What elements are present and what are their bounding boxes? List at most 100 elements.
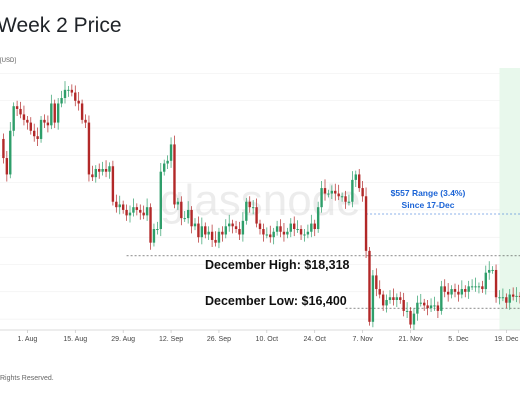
candle-body bbox=[166, 160, 169, 164]
candle-body bbox=[50, 103, 53, 126]
candle-body bbox=[36, 136, 39, 139]
candle-body bbox=[453, 289, 457, 292]
candle-body bbox=[310, 223, 313, 232]
candle-body bbox=[39, 119, 43, 139]
candle-body bbox=[2, 138, 5, 159]
candle-body bbox=[9, 130, 12, 175]
candle-body bbox=[224, 226, 227, 235]
candle-body bbox=[385, 299, 388, 306]
candle-body bbox=[248, 201, 251, 208]
candle-body bbox=[104, 168, 108, 172]
candle-body bbox=[46, 122, 50, 126]
candle-body bbox=[231, 223, 234, 227]
x-tick-label: 26. Sep bbox=[207, 336, 231, 343]
candle-body bbox=[29, 122, 32, 131]
range-note-line-1: $557 Range (3.4%) bbox=[391, 188, 466, 198]
x-tick-label: 21. Nov bbox=[398, 336, 423, 343]
candle-body bbox=[210, 231, 214, 240]
candle-body bbox=[467, 286, 470, 292]
candle-body bbox=[327, 193, 330, 195]
candle-body bbox=[214, 239, 217, 243]
candle-body bbox=[98, 168, 101, 172]
candle-body bbox=[115, 201, 118, 208]
candle-body bbox=[399, 297, 402, 300]
candle-body bbox=[279, 226, 282, 232]
candle-body bbox=[5, 158, 9, 175]
candle-body bbox=[289, 223, 292, 232]
y-unit-label: [USD] bbox=[0, 58, 17, 64]
x-tick-label: 1. Aug bbox=[17, 336, 37, 343]
candle-body bbox=[330, 190, 334, 194]
candle-body bbox=[361, 188, 364, 197]
candle-body bbox=[139, 209, 142, 213]
candle-body bbox=[67, 89, 70, 91]
candle-body bbox=[446, 291, 450, 295]
candle-body bbox=[142, 212, 145, 216]
candle-body bbox=[221, 231, 224, 235]
candle-body bbox=[169, 144, 173, 161]
candle-body bbox=[77, 100, 80, 104]
candle-body bbox=[207, 231, 210, 235]
candle-body bbox=[351, 179, 354, 202]
candle-body bbox=[193, 223, 197, 227]
candle-body bbox=[505, 297, 508, 303]
candle-body bbox=[238, 229, 241, 235]
candle-body bbox=[255, 207, 258, 224]
candle-body bbox=[33, 130, 36, 137]
candle-body bbox=[200, 226, 204, 238]
candle-body bbox=[197, 223, 200, 238]
candle-body bbox=[337, 193, 340, 197]
candle-body bbox=[186, 209, 190, 219]
candle-body bbox=[282, 231, 286, 235]
chart-title: Week 2 Price bbox=[0, 14, 122, 37]
candle-body bbox=[334, 190, 337, 194]
candle-body bbox=[423, 302, 426, 306]
candle-body bbox=[87, 122, 91, 175]
candle-body bbox=[347, 201, 351, 203]
candle-body bbox=[364, 196, 368, 251]
candle-body bbox=[132, 207, 135, 213]
candle-body bbox=[484, 272, 487, 290]
candle-body bbox=[344, 196, 347, 202]
candle-body bbox=[426, 305, 429, 309]
candle-body bbox=[395, 297, 399, 300]
candle-body bbox=[491, 269, 494, 271]
candle-body bbox=[43, 119, 46, 123]
candle-body bbox=[159, 171, 162, 230]
candle-body bbox=[60, 98, 63, 104]
candles bbox=[2, 81, 520, 330]
candle-body bbox=[269, 234, 272, 238]
x-tick-label: 7. Nov bbox=[353, 336, 374, 343]
candle-body bbox=[436, 305, 440, 311]
candle-body bbox=[217, 231, 221, 243]
x-tick-label: 5. Dec bbox=[448, 336, 469, 343]
highlight-region bbox=[499, 68, 520, 330]
candle-body bbox=[228, 223, 231, 227]
candle-body bbox=[303, 234, 306, 236]
candle-body bbox=[340, 196, 344, 198]
candle-body bbox=[412, 313, 416, 325]
candle-body bbox=[84, 119, 87, 123]
candle-body bbox=[15, 106, 19, 109]
candle-body bbox=[262, 229, 265, 235]
x-tick-label: 29. Aug bbox=[111, 336, 135, 343]
candle-body bbox=[409, 310, 412, 325]
candle-body bbox=[358, 174, 361, 189]
candle-body bbox=[145, 207, 149, 216]
candle-body bbox=[313, 223, 316, 230]
candle-body bbox=[12, 106, 15, 131]
candle-body bbox=[204, 226, 207, 235]
candle-body bbox=[128, 212, 132, 216]
candle-body bbox=[375, 275, 378, 290]
x-axis-ticks: 1. Aug 15. Aug 29. Aug 12. Sep 26. Sep 10. Oc… bbox=[17, 330, 519, 343]
candle-body bbox=[293, 223, 296, 230]
x-tick-label: 12. Sep bbox=[159, 336, 183, 343]
candle-body bbox=[457, 291, 460, 295]
footer-copyright: Rights Reserved. bbox=[0, 375, 54, 382]
x-tick-label: 24. Oct bbox=[303, 336, 326, 343]
candle-body bbox=[296, 229, 299, 231]
candle-body bbox=[19, 108, 22, 115]
candle-body bbox=[111, 166, 115, 202]
candle-body bbox=[74, 92, 77, 101]
